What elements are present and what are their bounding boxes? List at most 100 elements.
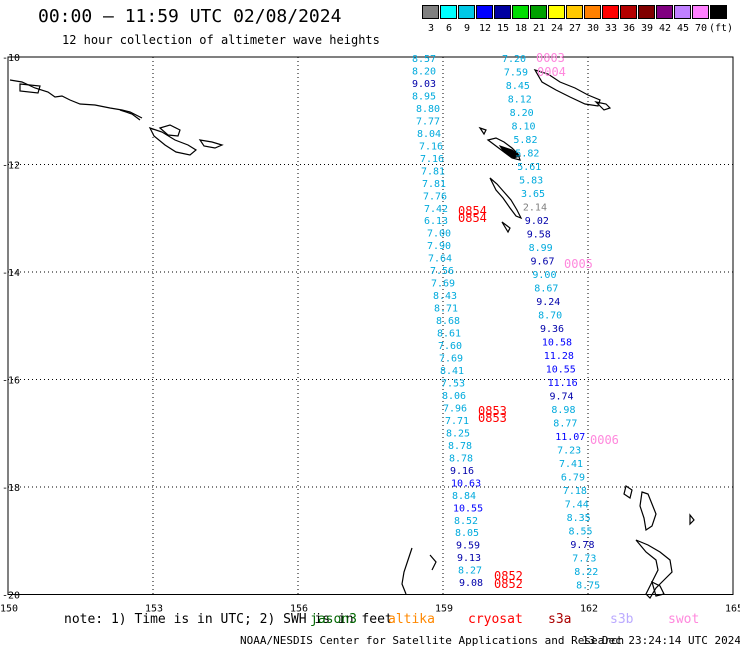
legend-label: 12	[478, 23, 492, 34]
lon-tick-label: 153	[145, 604, 163, 615]
coastline	[635, 539, 673, 599]
coastline	[429, 554, 437, 571]
wave-height-label: 8.77	[553, 419, 577, 430]
legend-swatch	[440, 5, 457, 19]
wave-height-label: 8.04	[417, 129, 441, 140]
wave-height-label: 2.14	[523, 203, 547, 214]
legend-swatch	[710, 5, 727, 19]
satellite-cryosat: cryosat	[468, 612, 523, 627]
pass-time-label: 0854	[458, 211, 487, 225]
pass-time-label: 0853	[478, 404, 507, 418]
pass-time-label: 0003	[536, 51, 565, 65]
coastline	[158, 124, 181, 137]
coastline	[401, 547, 413, 595]
wave-height-label: 8.20	[510, 108, 534, 119]
wave-height-label: 7.00	[427, 229, 451, 240]
wave-height-label: 8.06	[442, 391, 466, 402]
wave-height-label: 7.71	[445, 416, 469, 427]
wave-height-label: 8.25	[446, 428, 470, 439]
chart-title: 00:00 – 11:59 UTC 02/08/2024	[38, 6, 342, 27]
wave-height-label: 8.41	[440, 366, 464, 377]
pass-time-label: 0852	[494, 569, 523, 583]
wave-height-label: 7.53	[441, 378, 465, 389]
wave-height-label: 7.64	[428, 254, 452, 265]
wave-height-label: 7.76	[423, 191, 447, 202]
wave-height-label: 8.10	[512, 122, 536, 133]
coastline	[486, 137, 521, 161]
wave-height-label: 8.45	[506, 81, 530, 92]
wave-height-label: 10.55	[546, 365, 576, 376]
lon-tick-label: 162	[580, 604, 598, 615]
map-frame	[7, 56, 734, 595]
legend-label: 18	[514, 23, 528, 34]
pass-time-label: 0006	[590, 433, 619, 447]
wave-height-label: 9.02	[525, 216, 549, 227]
wave-height-label: 8.68	[436, 316, 460, 327]
wave-height-label: 7.77	[416, 116, 440, 127]
wave-height-label: 8.75	[576, 581, 600, 592]
satellite-swot: swot	[668, 612, 700, 627]
wave-height-label: 8.05	[455, 528, 479, 539]
island-filled	[498, 145, 522, 159]
coastline	[594, 101, 612, 111]
wave-height-label: 7.73	[572, 554, 596, 565]
wave-height-label: 9.16	[450, 466, 474, 477]
legend-label: 9	[463, 23, 471, 34]
wave-height-label: 3.65	[521, 189, 545, 200]
wave-height-label: 9.03	[412, 79, 436, 90]
legend-label: 70	[694, 23, 708, 34]
lat-tick-label: -20	[2, 591, 20, 602]
wave-height-label: 7.81	[421, 166, 445, 177]
lat-tick-label: -12	[2, 161, 20, 172]
wave-height-label: 7.60	[438, 341, 462, 352]
wave-height-label: 8.57	[412, 54, 436, 65]
lon-tick-label: 156	[290, 604, 308, 615]
wave-height-label: 5.82	[515, 149, 539, 160]
coastline	[651, 580, 665, 597]
wave-height-label: 9.24	[536, 297, 560, 308]
wave-height-label: 7.16	[420, 154, 444, 165]
legend-label: 33	[604, 23, 618, 34]
wave-height-label: 7.42	[424, 204, 448, 215]
pass-time-label: 0853	[478, 411, 507, 425]
satellite-jason3: jason3	[310, 612, 357, 627]
wave-height-label: 7.23	[557, 446, 581, 457]
coastline	[623, 485, 633, 499]
legend-swatch	[638, 5, 655, 19]
wave-height-label: 7.69	[431, 279, 455, 290]
wave-height-label: 5.82	[513, 135, 537, 146]
satellite-altika: altika	[388, 612, 435, 627]
legend-label: 30	[586, 23, 600, 34]
legend-label: (ft)	[709, 23, 734, 34]
wave-height-label: 5.83	[519, 176, 543, 187]
wave-height-label: 9.08	[459, 578, 483, 589]
pass-time-label: 0854	[458, 204, 487, 218]
wave-height-label: 11.28	[544, 351, 574, 362]
wave-height-label: 6.79	[561, 473, 585, 484]
coastline	[501, 221, 511, 234]
wave-height-label: 11.16	[548, 378, 578, 389]
coastline	[19, 83, 41, 94]
legend-label: 36	[622, 23, 636, 34]
wave-height-label: 10.58	[542, 338, 572, 349]
lon-tick-label: 165	[725, 604, 740, 615]
coastline	[9, 79, 143, 119]
coastline	[489, 177, 523, 220]
lat-tick-label: -16	[2, 376, 20, 387]
satellite-s3b: s3b	[610, 612, 634, 627]
coastline	[198, 139, 224, 149]
wave-height-label: 9.67	[531, 257, 555, 268]
coastline	[119, 109, 141, 121]
legend-label: 39	[640, 23, 654, 34]
wave-height-label: 8.70	[538, 311, 562, 322]
wave-height-label: 9.00	[532, 270, 556, 281]
note-text: note: 1) Time is in UTC; 2) SWH is in fe…	[64, 612, 393, 627]
lat-tick-label: -14	[2, 268, 20, 279]
coastline	[478, 126, 487, 136]
legend-swatch	[674, 5, 691, 19]
legend-label: 21	[532, 23, 546, 34]
wave-height-label: 7.59	[504, 68, 528, 79]
wave-height-label: 6.13	[424, 216, 448, 227]
wave-height-label: 9.13	[457, 553, 481, 564]
wave-height-label: 8.43	[433, 291, 457, 302]
